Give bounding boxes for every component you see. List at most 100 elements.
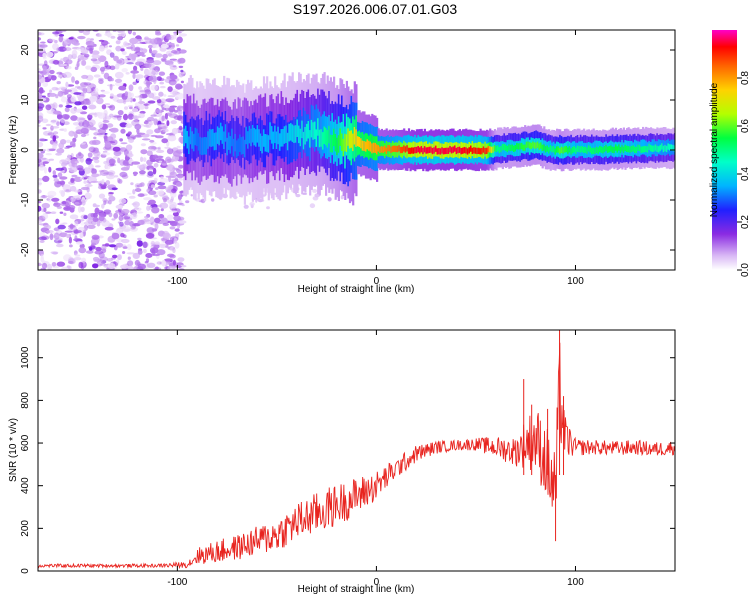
heatmap-cell [151, 50, 158, 54]
heatmap-cell [262, 129, 266, 147]
heatmap-cell [657, 146, 661, 153]
heatmap-cell [54, 180, 62, 188]
heatmap-cell [455, 147, 458, 155]
heatmap-cell [119, 147, 128, 152]
heatmap-cell [137, 237, 142, 241]
heatmap-cell [528, 142, 532, 149]
heatmap-cell [109, 113, 114, 118]
heatmap-cell [309, 130, 312, 148]
heatmap-cell [69, 214, 79, 220]
heatmap-cell [87, 114, 93, 120]
heatmap-cell [59, 63, 68, 67]
heatmap-cell [266, 206, 270, 210]
heatmap-cell [137, 164, 144, 169]
heatmap-cell [158, 214, 165, 219]
heatmap-cell [104, 141, 112, 148]
heatmap-cell [161, 59, 167, 63]
heatmap-cell [344, 133, 347, 152]
heatmap-cell [540, 142, 543, 149]
heatmap-cell [363, 141, 366, 151]
heatmap-cell [403, 145, 406, 152]
heatmap-cell [141, 138, 151, 141]
heatmap-cell [74, 101, 82, 106]
heatmap-cell [178, 33, 188, 37]
heatmap-cell [82, 120, 91, 128]
heatmap-cell [149, 139, 155, 143]
heatmap-cell [85, 40, 95, 47]
heatmap-cell [129, 106, 133, 110]
heatmap-cell [350, 130, 353, 148]
heatmap-cell [454, 145, 457, 152]
heatmap-cell [127, 260, 134, 267]
heatmap-cell [431, 147, 434, 155]
heatmap-cell [101, 245, 107, 251]
heatmap-cell [622, 146, 625, 153]
heatmap-cell [49, 233, 54, 241]
heatmap-cell [659, 144, 662, 152]
heatmap-cell [176, 48, 181, 51]
heatmap-cell [115, 242, 124, 248]
heatmap-cell [149, 47, 152, 54]
heatmap-cell [158, 71, 166, 76]
heatmap-cell [256, 123, 259, 166]
heatmap-cell [172, 50, 182, 55]
heatmap-cell [38, 205, 42, 212]
heatmap-cell [38, 124, 41, 127]
heatmap-cell [430, 146, 433, 153]
heatmap-cell [94, 159, 100, 164]
heatmap-cell [500, 145, 503, 153]
heatmap-cell [143, 121, 149, 125]
heatmap-cell [126, 46, 134, 50]
heatmap-cell [99, 169, 109, 176]
heatmap-cell [664, 144, 667, 152]
heatmap-cell [352, 133, 355, 152]
heatmap-cell [205, 111, 208, 153]
heatmap-cell [132, 189, 136, 195]
heatmap-cell [544, 146, 547, 153]
heatmap-cell [333, 128, 336, 147]
heatmap-cell [63, 128, 67, 132]
heatmap-cell [178, 65, 184, 69]
heatmap-cell [266, 134, 269, 152]
heatmap-cell [88, 104, 97, 110]
heatmap-cell [296, 116, 299, 159]
heatmap-cell [70, 107, 77, 114]
heatmap-cell [150, 184, 156, 189]
heatmap-cell [552, 145, 555, 153]
heatmap-cell [128, 84, 134, 92]
heatmap-cell [73, 42, 80, 46]
heatmap-cell [38, 32, 42, 36]
heatmap-cell [428, 146, 431, 153]
heatmap-cell [331, 113, 334, 156]
heatmap-cell [42, 65, 47, 72]
heatmap-cell [541, 144, 544, 151]
heatmap-cell [46, 225, 52, 230]
heatmap-cell [162, 222, 169, 226]
colorbar-gradient [712, 30, 737, 270]
heatmap-cell [51, 197, 60, 202]
heatmap-cell [147, 92, 155, 99]
heatmap-cell [101, 243, 111, 247]
heatmap-cell [77, 167, 83, 171]
heatmap-cell [224, 124, 227, 142]
heatmap-cell [326, 130, 329, 148]
heatmap-cell [120, 48, 125, 52]
heatmap-cell [98, 193, 106, 199]
heatmap-cell [168, 53, 172, 57]
heatmap-cell [120, 264, 129, 270]
heatmap-cell [579, 146, 582, 153]
heatmap-cell [360, 138, 363, 149]
heatmap-cell [178, 164, 184, 169]
heatmap-cell [174, 242, 180, 249]
heatmap-cell [575, 147, 578, 154]
heatmap-cell [576, 145, 579, 152]
heatmap-cell [158, 91, 164, 97]
heatmap-cell [132, 252, 140, 259]
heatmap-cell [81, 60, 87, 66]
heatmap-cell [104, 226, 114, 231]
heatmap-cell [111, 232, 120, 240]
heatmap-cell [341, 133, 344, 151]
heatmap-cell [592, 147, 595, 154]
heatmap-cell [60, 139, 67, 145]
